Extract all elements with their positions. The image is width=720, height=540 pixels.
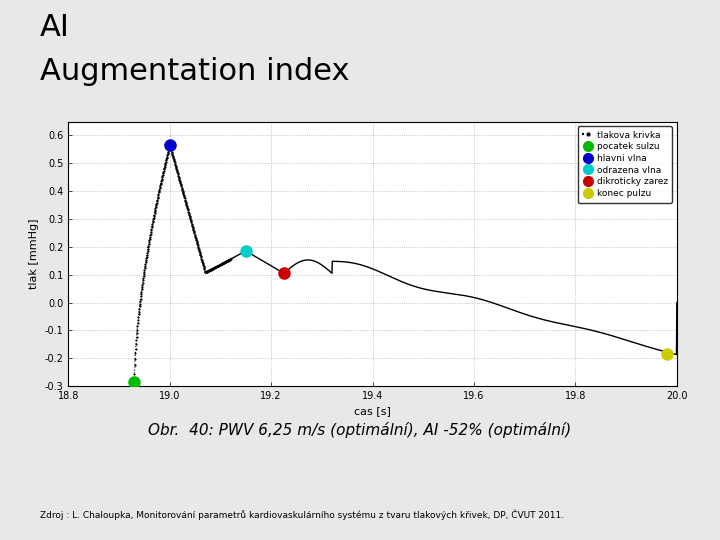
Text: Zdroj : L. Chaloupka, Monitorování parametrů kardiovaskulárního systému z tvaru : Zdroj : L. Chaloupka, Monitorování param… [40, 510, 564, 521]
Y-axis label: tlak [mmHg]: tlak [mmHg] [29, 219, 39, 289]
X-axis label: cas [s]: cas [s] [354, 407, 391, 416]
Text: Augmentation index: Augmentation index [40, 57, 349, 86]
Text: Obr.  40: PWV 6,25 m/s (optimální), AI -52% (optimální): Obr. 40: PWV 6,25 m/s (optimální), AI -5… [148, 422, 572, 438]
Text: AI: AI [40, 14, 69, 43]
Legend: tlakova krivka, pocatek sulzu, hlavni vlna, odrazena vlna, dikroticky zarez, kon: tlakova krivka, pocatek sulzu, hlavni vl… [577, 126, 672, 202]
